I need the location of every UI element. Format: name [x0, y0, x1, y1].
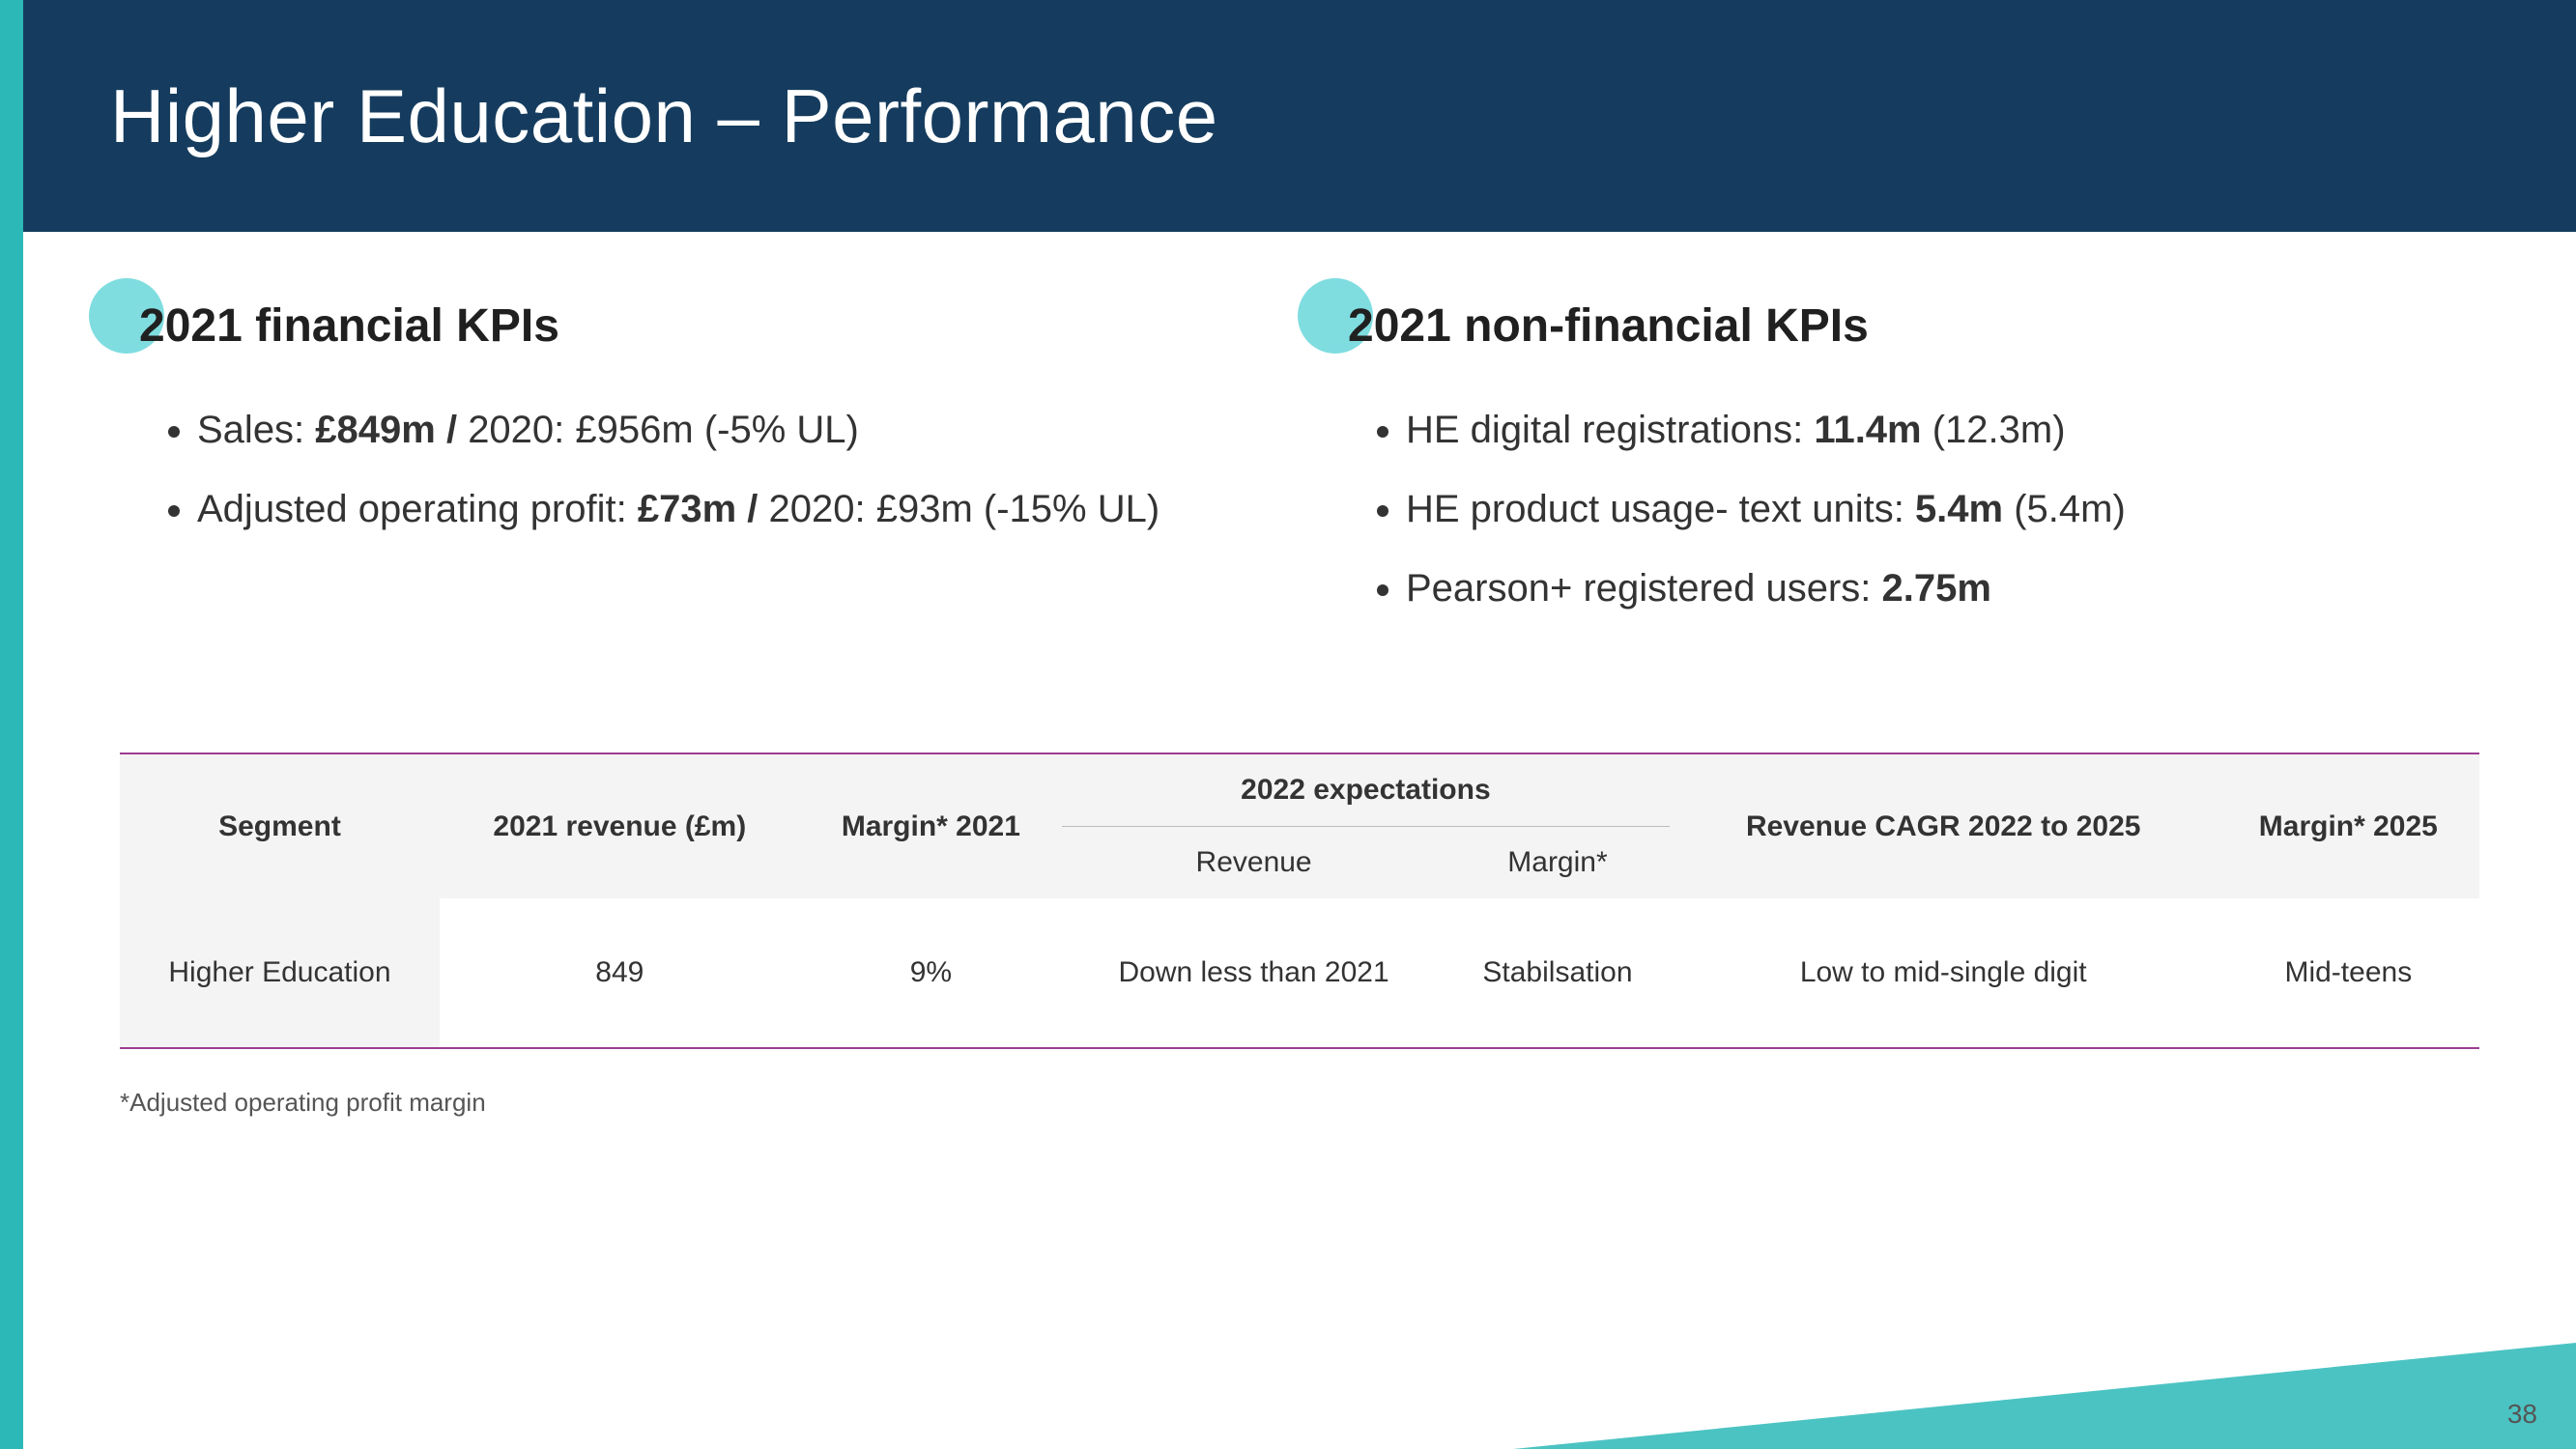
item-prefix: Sales: [197, 409, 315, 451]
cell-exp-margin: Stabilsation [1445, 898, 1670, 1048]
th-revenue-2021: 2021 revenue (£m) [440, 753, 800, 898]
slide-title: Higher Education – Performance [110, 72, 1218, 160]
kpi-nonfinancial-list: HE digital registrations: 11.4m (12.3m) … [1329, 399, 2479, 619]
kpi-financial: 2021 financial KPIs Sales: £849m / 2020:… [120, 299, 1271, 637]
table-row: Higher Education 849 9% Down less than 2… [120, 898, 2479, 1048]
th-margin-2021: Margin* 2021 [800, 753, 1062, 898]
th-expectations: 2022 expectations [1062, 753, 1670, 827]
item-bold: 5.4m [1915, 488, 2014, 530]
cell-margin-2025: Mid-teens [2218, 898, 2479, 1048]
th-cagr: Revenue CAGR 2022 to 2025 [1670, 753, 2218, 898]
left-accent-bar [0, 0, 23, 1449]
item-rest: 2020: £956m (-5% UL) [468, 409, 859, 451]
th-exp-margin: Margin* [1445, 827, 1670, 899]
kpi-financial-list: Sales: £849m / 2020: £956m (-5% UL) Adju… [120, 399, 1271, 540]
cell-segment: Higher Education [120, 898, 440, 1048]
th-segment: Segment [120, 753, 440, 898]
item-bold: £849m / [315, 409, 468, 451]
cell-cagr: Low to mid-single digit [1670, 898, 2218, 1048]
segment-table-wrap: Segment 2021 revenue (£m) Margin* 2021 2… [120, 753, 2479, 1118]
page-number: 38 [2507, 1399, 2537, 1430]
cell-margin-2021: 9% [800, 898, 1062, 1048]
corner-triangle [1513, 1343, 2576, 1449]
cell-exp-revenue: Down less than 2021 [1062, 898, 1445, 1048]
footnote: *Adjusted operating profit margin [120, 1088, 2479, 1118]
item-bold: 11.4m [1814, 409, 1932, 451]
item-prefix: Pearson+ registered users: [1406, 567, 1881, 610]
item-prefix: HE product usage- text units: [1406, 488, 1915, 530]
item-prefix: HE digital registrations: [1406, 409, 1814, 451]
list-item: HE product usage- text units: 5.4m (5.4m… [1406, 478, 2479, 540]
list-item: Adjusted operating profit: £73m / 2020: … [197, 478, 1271, 540]
item-rest: (5.4m) [2014, 488, 2126, 530]
kpi-row: 2021 financial KPIs Sales: £849m / 2020:… [120, 299, 2479, 637]
kpi-nonfinancial-title: 2021 non-financial KPIs [1348, 299, 2479, 353]
slide-content: 2021 financial KPIs Sales: £849m / 2020:… [23, 232, 2576, 1118]
th-exp-revenue: Revenue [1062, 827, 1445, 899]
item-bold: £73m / [638, 488, 769, 530]
list-item: Sales: £849m / 2020: £956m (-5% UL) [197, 399, 1271, 461]
segment-table: Segment 2021 revenue (£m) Margin* 2021 2… [120, 753, 2479, 1049]
item-rest: (12.3m) [1932, 409, 2066, 451]
kpi-nonfinancial: 2021 non-financial KPIs HE digital regis… [1329, 299, 2479, 637]
item-rest: 2020: £93m (-15% UL) [769, 488, 1160, 530]
cell-revenue-2021: 849 [440, 898, 800, 1048]
kpi-financial-title: 2021 financial KPIs [139, 299, 1271, 353]
item-bold: 2.75m [1881, 567, 1990, 610]
list-item: HE digital registrations: 11.4m (12.3m) [1406, 399, 2479, 461]
item-prefix: Adjusted operating profit: [197, 488, 638, 530]
list-item: Pearson+ registered users: 2.75m [1406, 557, 2479, 619]
slide-header: Higher Education – Performance [23, 0, 2576, 232]
th-margin-2025: Margin* 2025 [2218, 753, 2479, 898]
